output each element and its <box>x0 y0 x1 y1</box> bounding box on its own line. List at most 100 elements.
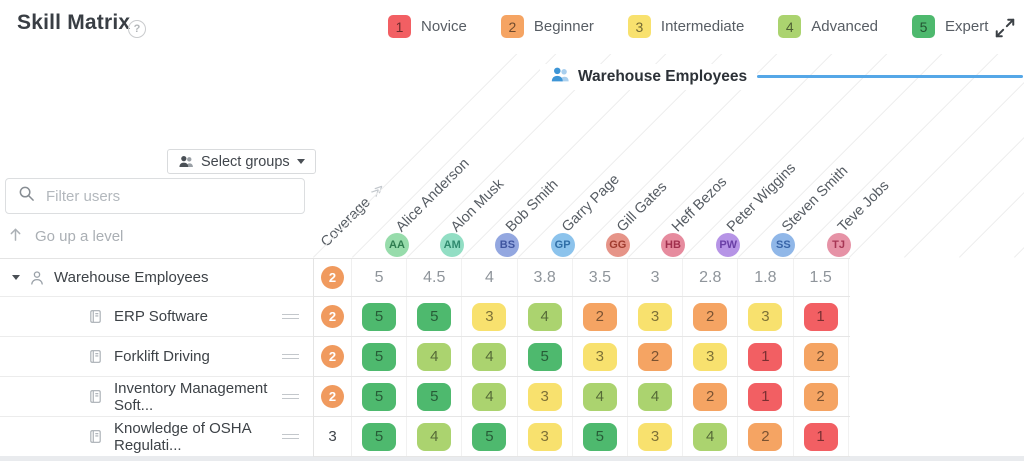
skill-level-badge[interactable]: 5 <box>582 422 617 451</box>
skill-cell: 5 <box>573 417 628 456</box>
skill-level-badge[interactable]: 2 <box>748 422 783 451</box>
skill-level-badge[interactable]: 5 <box>472 422 507 451</box>
page-title: Skill Matrix <box>17 11 131 34</box>
column-header-garry-page[interactable]: Garry Page <box>558 171 623 236</box>
coverage-cell: 2 <box>314 297 352 336</box>
skill-cell: 4 <box>407 417 463 456</box>
skill-level-badge[interactable]: 3 <box>472 302 507 331</box>
sidebar-skill-label-erp-software[interactable]: ERP Software <box>114 308 208 325</box>
skill-level-badge[interactable]: 1 <box>803 422 838 451</box>
skill-cell: 5 <box>352 377 408 416</box>
skill-level-badge[interactable]: 4 <box>417 342 452 371</box>
skill-cell: 2 <box>794 337 849 376</box>
sidebar-skill-label-inventory-management-soft[interactable]: Inventory Management Soft... <box>114 379 268 414</box>
sidebar-skill-row: Knowledge of OSHA Regulati... <box>0 417 313 457</box>
select-groups-button[interactable]: Select groups <box>167 149 316 174</box>
skill-level-badge[interactable]: 3 <box>748 302 783 331</box>
coverage-score-cell: 1.8 <box>738 259 794 296</box>
skill-cell: 3 <box>628 297 684 336</box>
avatar-garry-page[interactable]: GP <box>550 233 575 257</box>
avatar-alon-musk[interactable]: AM <box>440 233 465 257</box>
go-up-level[interactable]: Go up a level <box>9 227 123 246</box>
avatar-teve-jobs[interactable]: TJ <box>826 233 851 257</box>
skill-level-badge[interactable]: 1 <box>803 302 838 331</box>
coverage-score: 4.5 <box>423 268 446 286</box>
sidebar-skill-label-forklift-driving[interactable]: Forklift Driving <box>114 348 210 365</box>
skill-level-badge[interactable]: 5 <box>362 302 397 331</box>
skill-level-badge[interactable]: 5 <box>417 382 452 411</box>
skill-cell: 1 <box>738 337 794 376</box>
coverage-score: 3 <box>650 268 660 286</box>
select-groups-label: Select groups <box>201 153 290 170</box>
coverage-score-cell: 3.8 <box>518 259 573 296</box>
skill-cell: 5 <box>518 337 573 376</box>
drag-handle-icon[interactable] <box>282 351 299 362</box>
avatar-steven-smith[interactable]: SS <box>771 233 796 257</box>
avatar-bob-smith[interactable]: BS <box>495 233 520 257</box>
skill-level-badge[interactable]: 5 <box>527 342 562 371</box>
skill-cell: 2 <box>683 377 739 416</box>
skill-cell: 2 <box>738 417 794 456</box>
skill-level-badge[interactable]: 2 <box>582 302 617 331</box>
skill-level-badge[interactable]: 2 <box>803 382 838 411</box>
avatar-alice-anderson[interactable]: AA <box>385 233 409 257</box>
skill-level-badge[interactable]: 3 <box>693 342 728 371</box>
skill-cell: 3 <box>518 417 573 456</box>
help-icon[interactable]: ? <box>128 20 146 38</box>
skill-level-badge[interactable]: 1 <box>748 382 783 411</box>
filter-users-input[interactable] <box>44 186 292 206</box>
go-up-level-label: Go up a level <box>35 228 124 245</box>
skill-tree: Warehouse Employees ERP Software Forklift … <box>0 258 313 457</box>
sidebar-group-row[interactable]: Warehouse Employees <box>0 259 313 297</box>
coverage-value: 3 <box>328 428 337 445</box>
skill-level-badge[interactable]: 2 <box>693 302 728 331</box>
skill-level-badge[interactable]: 5 <box>362 422 397 451</box>
skill-level-badge[interactable]: 3 <box>527 382 562 411</box>
skill-level-badge[interactable]: 4 <box>693 422 728 451</box>
avatar-heff-bezos[interactable]: HB <box>661 233 685 257</box>
column-header-heff-bezos[interactable]: Heff Bezos <box>668 174 731 236</box>
skill-cell: 1 <box>738 377 794 416</box>
scrollbar-track[interactable] <box>0 456 1024 461</box>
skill-level-badge[interactable]: 4 <box>417 422 452 451</box>
skill-level-badge[interactable]: 5 <box>362 382 397 411</box>
coverage-score-cell: 3 <box>628 259 684 296</box>
skill-level-badge[interactable]: 4 <box>472 382 507 411</box>
drag-handle-icon[interactable] <box>282 311 299 322</box>
expand-icon[interactable] <box>993 17 1017 41</box>
skill-level-badge[interactable]: 2 <box>693 382 728 411</box>
skill-level-badge[interactable]: 2 <box>638 342 673 371</box>
skill-level-badge[interactable]: 2 <box>803 342 838 371</box>
caret-down-icon[interactable] <box>12 275 20 280</box>
sidebar-skill-label-knowledge-of-osha-regulati[interactable]: Knowledge of OSHA Regulati... <box>114 419 251 454</box>
book-icon <box>88 389 103 404</box>
skill-level-badge[interactable]: 5 <box>362 342 397 371</box>
skill-cell: 2 <box>573 297 628 336</box>
drag-handle-icon[interactable] <box>282 431 299 442</box>
drag-handle-icon[interactable] <box>282 391 299 402</box>
skill-level-badge[interactable]: 3 <box>638 422 673 451</box>
skill-level-badge[interactable]: 5 <box>417 302 452 331</box>
skill-level-badge[interactable]: 1 <box>748 342 783 371</box>
book-icon <box>88 349 103 364</box>
avatar-peter-wiggins[interactable]: PW <box>716 233 741 257</box>
team-icon <box>550 66 570 88</box>
diagonal-separator <box>959 54 1024 258</box>
skill-cell: 4 <box>628 377 684 416</box>
coverage-badge: 2 <box>321 266 344 289</box>
legend-item-advanced: 4 Advanced <box>778 15 878 38</box>
skill-level-badge[interactable]: 4 <box>638 382 673 411</box>
skill-cell: 1 <box>794 297 849 336</box>
skill-level-badge[interactable]: 3 <box>582 342 617 371</box>
coverage-score-cell: 4 <box>462 259 518 296</box>
skill-level-badge[interactable]: 3 <box>638 302 673 331</box>
skill-level-badge[interactable]: 4 <box>527 302 562 331</box>
skill-level-badge[interactable]: 4 <box>472 342 507 371</box>
skill-level-badge[interactable]: 4 <box>582 382 617 411</box>
avatar-gill-gates[interactable]: GG <box>605 233 630 257</box>
coverage-score-cell: 1.5 <box>794 259 849 296</box>
skill-level-badge[interactable]: 3 <box>527 422 562 451</box>
